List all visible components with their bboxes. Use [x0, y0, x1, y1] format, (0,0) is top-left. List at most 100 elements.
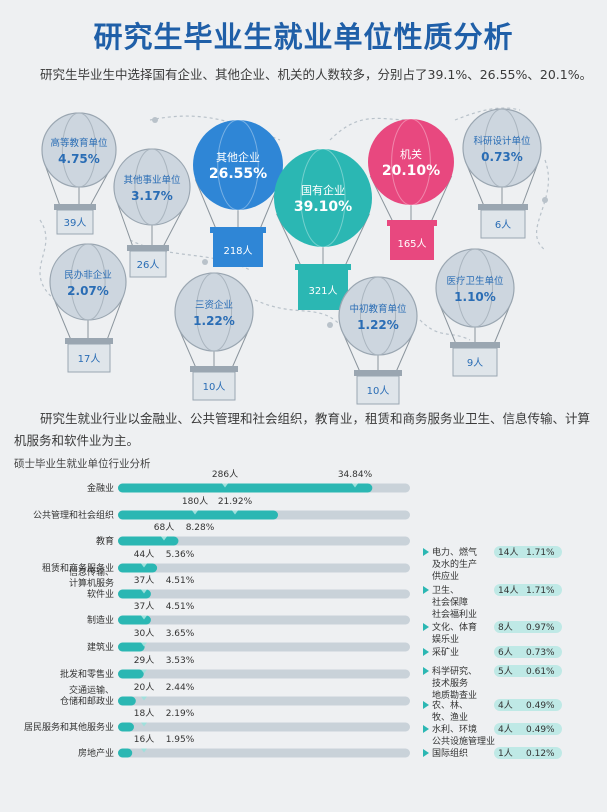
bar-count-label: 18人: [134, 708, 154, 719]
bar-category-label: 信息传输、: [69, 566, 114, 578]
table-count: 4人: [498, 724, 513, 735]
bar-category-label: 软件业: [87, 588, 114, 600]
bar-marker: [161, 536, 167, 541]
table-percent: 1.71%: [526, 586, 555, 596]
table-name: 农、林、: [432, 699, 468, 711]
bar-percent-label: 2.44%: [166, 683, 195, 693]
balloon-percent: 0.73%: [481, 150, 523, 164]
balloon-label: 高等教育单位: [50, 137, 108, 149]
bar-marker: [141, 642, 147, 647]
bar-track: [118, 536, 410, 546]
table-percent: 0.73%: [526, 648, 555, 658]
balloon-seam: [456, 248, 494, 328]
table-percent: 0.97%: [526, 623, 555, 633]
balloon-percent: 1.22%: [193, 314, 235, 328]
bar-track: [118, 669, 410, 679]
bar-count-label: 286人: [212, 469, 238, 480]
balloon-percent: 4.75%: [58, 152, 100, 166]
table-row: 国际组织 1人 0.12%: [423, 747, 562, 759]
table-value-pill: [494, 747, 562, 759]
bar-category-label: 金融业: [87, 482, 114, 494]
bar-row: 金融业 286人 34.84%: [87, 469, 410, 494]
balloon-seam: [217, 119, 259, 211]
bar-percent-label: 5.36%: [166, 550, 195, 560]
balloon-label: 其他企业: [216, 150, 260, 164]
table-arrow-icon: [423, 749, 429, 757]
balloon-percent: 39.10%: [294, 199, 352, 215]
table-count: 4人: [498, 700, 513, 711]
bar-category-label: 计算机服务: [69, 577, 114, 589]
balloon-string: [430, 175, 453, 223]
table-row: 农、林、牧、渔业 4人 0.49%: [423, 699, 562, 723]
basket-count: 10人: [203, 381, 226, 393]
balloon-body: [368, 119, 454, 205]
balloon-seam: [61, 112, 97, 188]
basket-rim: [127, 245, 169, 251]
balloon-percent: 1.10%: [454, 290, 496, 304]
balloon-seam: [195, 272, 233, 352]
bar-count-label: 37人: [134, 601, 154, 612]
bar-row: 制造业 37人 4.51%: [87, 601, 410, 626]
balloon-2: 其他事业单位 3.17% 26人: [113, 148, 191, 278]
balloon-percent: 2.07%: [67, 284, 109, 298]
bar-marker: [141, 669, 147, 674]
basket: [480, 209, 526, 239]
bar-track: [118, 563, 410, 573]
bar-category-label: 仓储和邮政业: [60, 695, 114, 707]
connector-dot: [152, 117, 158, 123]
bar-category-label: 教育: [96, 535, 114, 547]
balloon-5: 机关 20.10% 165人: [368, 118, 454, 260]
basket-rim: [387, 220, 437, 226]
table-name: 娱乐业: [432, 633, 459, 645]
connector-dot: [542, 197, 548, 203]
table-name: 牧、渔业: [432, 711, 468, 723]
basket: [56, 209, 94, 235]
connector-dot: [202, 259, 208, 265]
balloon-string: [194, 179, 217, 230]
table-name: 技术服务: [432, 677, 468, 689]
table-count: 5人: [498, 666, 513, 677]
bar-percent-label: 3.65%: [166, 629, 195, 639]
bar-fill: [118, 669, 144, 679]
balloon-string: [43, 161, 61, 207]
bar-percent-label: 3.53%: [166, 656, 195, 666]
balloon-body: [274, 149, 372, 247]
bar-fill: [118, 748, 133, 758]
balloon-label: 科研设计单位: [473, 135, 531, 147]
basket-rim: [354, 370, 402, 376]
table-name: 采矿业: [432, 646, 459, 658]
bar-count-label: 20人: [134, 682, 154, 693]
basket: [213, 233, 263, 267]
table-arrow-icon: [423, 725, 429, 733]
bar-marker: [141, 589, 147, 594]
table-count: 14人: [498, 547, 518, 558]
table-percent: 0.61%: [526, 667, 555, 677]
balloon-seam: [359, 276, 397, 356]
basket-count: 321人: [308, 285, 337, 297]
balloon-3: 其他企业 26.55% 218人: [193, 119, 283, 267]
bar-row: 教育 68人 8.28%: [96, 522, 410, 547]
bar-percent-label: 4.51%: [166, 602, 195, 612]
basket-count: 9人: [467, 357, 483, 369]
table-arrow-icon: [423, 701, 429, 709]
bar-fill: [118, 510, 279, 520]
balloon-string: [115, 199, 134, 248]
table-name: 文化、体育: [432, 621, 477, 633]
bar-track: [118, 722, 410, 732]
balloon-string: [106, 294, 125, 341]
table-name: 社会保障: [432, 596, 468, 608]
bar-row: 公共管理和社会组织 180人 21.92%: [33, 496, 410, 521]
balloon-label: 三资企业: [195, 299, 233, 311]
bar-percent-label: 2.19%: [166, 709, 195, 719]
table-arrow-icon: [423, 623, 429, 631]
table-name: 地质勘查业: [432, 689, 477, 701]
balloon-label: 民办非企业: [64, 269, 112, 281]
basket-count: 6人: [495, 219, 511, 231]
basket-rim: [65, 338, 113, 344]
basket: [67, 343, 111, 373]
bar-category-label: 批发和零售业: [60, 668, 114, 680]
